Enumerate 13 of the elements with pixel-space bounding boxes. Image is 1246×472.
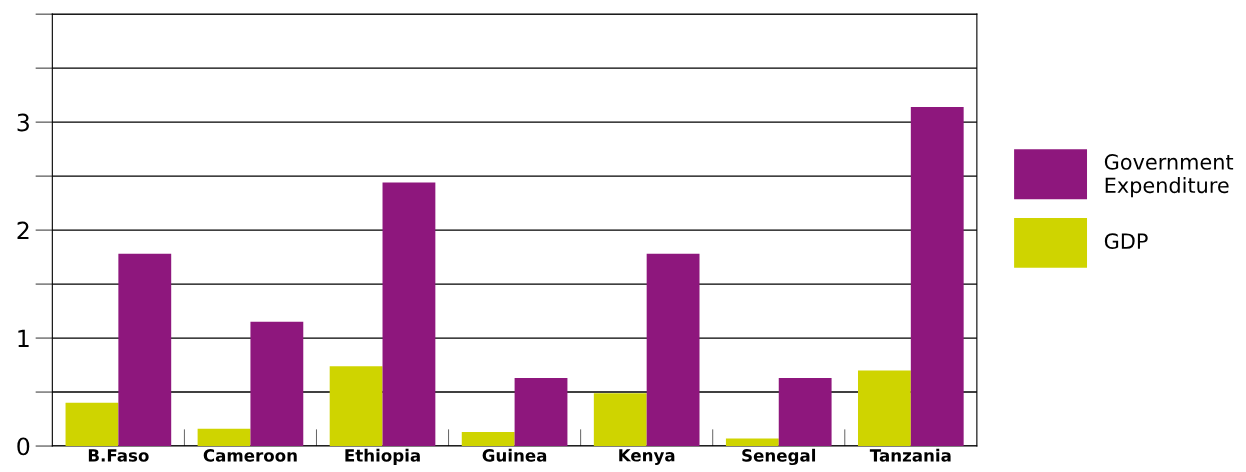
x-tick-label: Ethiopia — [345, 448, 420, 465]
legend-label: Government Expenditure — [1104, 154, 1234, 198]
x-tick-label: Tanzania — [869, 448, 951, 462]
y-tick-label: 1 — [18, 329, 29, 348]
x-tick-label: Kenya — [619, 449, 675, 465]
legend-label: GDP — [1104, 233, 1148, 250]
x-tick-label: Senegal — [742, 448, 816, 466]
x-tick-label: Guinea — [482, 448, 547, 462]
x-tick-label: B.Faso — [88, 449, 149, 462]
y-tick-label: 0 — [17, 437, 30, 456]
y-tick-label: 2 — [17, 221, 29, 240]
x-tick-label: Cameroon — [203, 449, 297, 462]
y-tick-label: 3 — [17, 113, 29, 132]
